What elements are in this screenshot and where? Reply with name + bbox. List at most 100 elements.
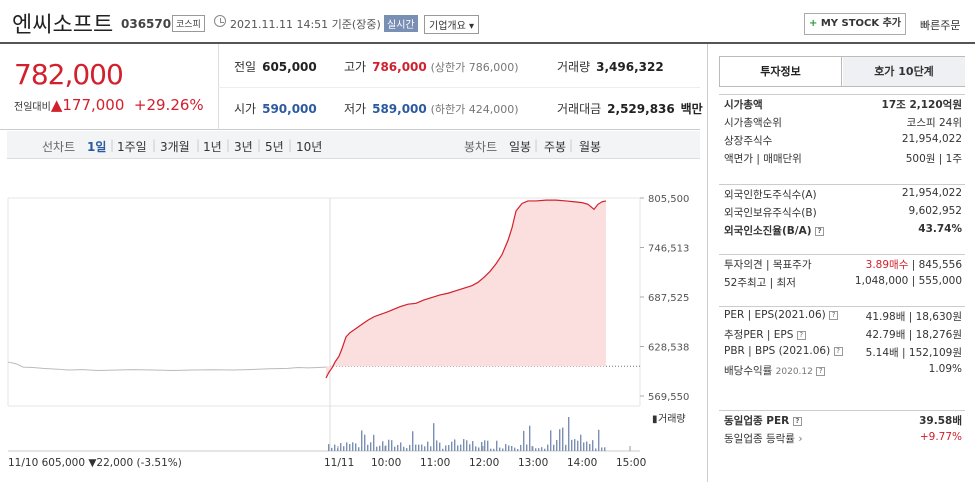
volume-bar [514,447,516,451]
volume-bar [499,447,501,451]
x-tick-label: 15:00 [616,457,646,469]
price-chart[interactable]: 805,500 746,513 687,525 628,538 569,550 11/1… [0,160,700,482]
help-icon[interactable]: ? [816,366,826,376]
volume-bar [409,444,411,451]
stat-label: 저가 [344,102,367,116]
add-mystock-button[interactable]: + MY STOCK 추가 [804,13,906,35]
y-axis-ticks: 805,500 746,513 687,525 628,538 569,550 [640,194,689,403]
tab-separator: | [110,138,115,152]
volume-bar [490,448,492,451]
info-value: 17조 2,120억원 [881,99,962,111]
y-tick-label: 687,525 [648,293,689,304]
est-per-value: 42.79배 [865,329,906,341]
x-tick-label: 12:00 [469,457,499,469]
volume-bar [565,444,567,451]
volume-bar [406,448,408,451]
info-label-text: 동일업종 등락률 [724,433,795,445]
volume-bar [436,440,438,451]
info-label-text: 동일업종 PER [724,415,790,427]
volume-bar [346,442,348,451]
help-icon[interactable]: ? [829,310,839,320]
info-label: 상장주식수 [724,135,773,147]
info-label: PBR | BPS (2021.06) ? [724,345,843,357]
volume-bar [364,434,366,451]
volume-bar [592,440,594,451]
stat-amount: 거래대금 2,529,836 백만 [557,100,703,117]
stat-label: 전일 [234,60,257,74]
change-label: 전일대비 [14,102,51,113]
tab-3m[interactable]: 3개월 [160,140,190,154]
volume-bar [388,439,390,451]
volume-bar [376,446,378,451]
volume-bar [571,439,573,451]
info-row: 시가총액 17조 2,120억원 [719,95,965,113]
realtime-badge[interactable]: 실시간 [384,15,418,32]
tab-monthly-candle[interactable]: 월봉 [579,140,602,154]
help-icon[interactable]: ? [815,226,825,236]
chevron-down-icon: ▾ [469,21,475,32]
y-tick-label: 805,500 [648,194,689,205]
stat-sub: (하한가 424,000) [430,103,519,116]
tab-separator: | [534,138,539,152]
volume-bar [427,441,429,451]
candle-chart-label: 봉차트 [464,140,498,154]
volume-bar [589,443,591,451]
line-chart-label: 선차트 [42,140,76,154]
info-row: 추정PER | EPS ? 42.79배 | 18,276원 [719,325,965,343]
tab-1w[interactable]: 1주일 [117,140,147,154]
volume-bar [460,444,462,451]
tab-1y[interactable]: 1년 [203,140,222,154]
company-info-dropdown[interactable]: 기업개요 ▾ [424,15,480,34]
info-value: 500원 | 1주 [905,153,962,165]
volume-bar [532,446,534,451]
info-value: 코스피 24위 [906,117,962,129]
volume-bar [535,448,537,451]
bps-value: 152,109원 [908,347,962,359]
info-value: 9,602,952 [908,205,962,217]
help-icon[interactable]: ? [792,416,802,426]
add-mystock-label: MY STOCK 추가 [820,18,902,29]
volume-bar [472,441,474,451]
volume-bar [448,445,450,451]
stat-prev-close: 전일 605,000 [234,58,317,75]
tab-investment-info[interactable]: 투자정보 [720,57,842,86]
volume-bar [478,447,480,451]
tab-1d[interactable]: 1일 [87,140,107,154]
help-icon[interactable]: ? [796,330,806,340]
volume-bar [520,444,522,451]
volume-bar [559,429,561,451]
up-arrow-icon: ▲ [50,96,63,114]
info-value: +9.77% [919,431,962,443]
info-row: PBR | BPS (2021.06) ? 5.14배 | 152,109원 [719,343,965,361]
volume-bar [418,444,420,451]
tab-3y[interactable]: 3년 [234,140,253,154]
today-area [326,200,606,378]
volume-bar [442,448,444,451]
x-tick-label: 11:00 [420,457,450,469]
volume-bar [334,444,336,451]
tab-weekly-candle[interactable]: 주봉 [544,140,567,154]
quick-order-link[interactable]: 빠른주문 [920,19,961,32]
info-row: 52주최고 | 최저 1,048,000 | 555,000 [719,273,965,291]
price-change: 전일대비▲177,000 +29.26% [14,96,204,114]
volume-bar [328,444,330,451]
info-label: PER | EPS(2021.06) ? [724,309,839,321]
market-badge: 코스피 [172,15,205,32]
tab-orderbook[interactable]: 호가 10단계 [843,57,965,86]
price-panel: 782,000 전일대비▲177,000 +29.26% [0,44,700,130]
info-value: 1.09% [928,363,962,375]
tab-daily-candle[interactable]: 일봉 [509,140,532,154]
stat-sub: (상한가 786,000) [430,61,519,74]
page-header: 엔씨소프트 036570 코스피 2021.11.11 14:51 기준(장중)… [0,0,975,44]
x-tick-label: 14:00 [567,457,597,469]
help-icon[interactable]: ? [833,346,843,356]
change-percent: +29.26% [133,96,204,114]
volume-bar [421,444,423,451]
company-info-label: 기업개요 [429,21,466,32]
info-label: 외국인소진율(B/A) ? [724,223,825,238]
stat-unit: 백만 [680,102,703,116]
tab-5y[interactable]: 5년 [265,140,284,154]
tab-10y[interactable]: 10년 [296,140,323,154]
stat-value: 2,529,836 [607,102,675,116]
info-value: 1,048,000 | 555,000 [854,275,962,287]
